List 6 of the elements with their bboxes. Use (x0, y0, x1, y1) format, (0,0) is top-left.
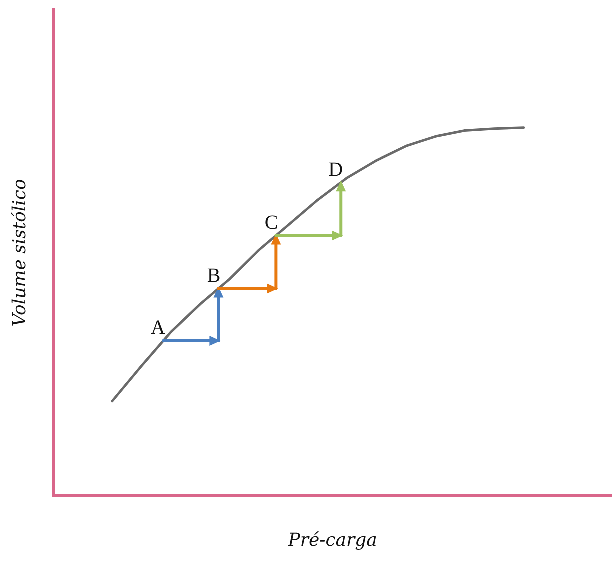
x-axis-title: Pré-carga (287, 530, 378, 551)
annotation: A (151, 317, 166, 340)
annotation: D (328, 158, 344, 181)
y-axis-title: Volume sistólico (9, 178, 30, 327)
annotation: C (264, 212, 278, 234)
annotation: B (207, 264, 221, 287)
